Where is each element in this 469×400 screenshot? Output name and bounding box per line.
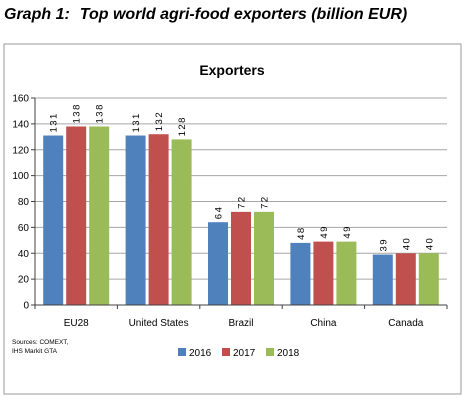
- y-tick-label: 160: [12, 94, 29, 105]
- data-label: 48: [296, 226, 307, 240]
- x-axis-ticks: EU28 United States Brazil China Canada: [34, 305, 448, 329]
- bars: [43, 126, 439, 306]
- y-tick-label: 120: [12, 145, 29, 156]
- data-label: 128: [177, 116, 188, 136]
- y-tick-label: 80: [18, 197, 30, 208]
- y-tick-label: 100: [12, 171, 29, 182]
- x-tick-label: Brazil: [228, 318, 253, 329]
- bar: [372, 254, 393, 305]
- y-tick-label: 0: [23, 301, 29, 312]
- x-tick-label: Canada: [388, 318, 423, 329]
- data-label: 132: [154, 111, 165, 131]
- source-line-1: Sources: COMEXT,: [12, 339, 69, 346]
- data-label: 40: [424, 237, 435, 251]
- bar: [89, 126, 110, 306]
- legend-swatch: [266, 348, 274, 356]
- legend-swatch: [222, 348, 230, 356]
- bar: [290, 242, 311, 305]
- legend-swatch: [178, 348, 186, 356]
- data-label: 131: [49, 112, 60, 132]
- bar: [395, 253, 416, 305]
- data-label: 64: [214, 206, 225, 220]
- y-tick-label: 40: [18, 249, 30, 260]
- legend-label: 2017: [233, 348, 256, 359]
- data-label: 49: [319, 225, 330, 239]
- x-tick-label: United States: [129, 318, 189, 329]
- bar: [148, 134, 169, 305]
- bar: [208, 222, 228, 305]
- caption-title: Top world agri-food exporters (billion E…: [79, 6, 408, 23]
- data-labels: 131 138 138 131 132 128 64 72 72 48 49 49 39 40 40: [49, 103, 436, 251]
- y-tick-label: 140: [12, 119, 29, 130]
- source-line-2: IHS Markit GTA: [12, 348, 58, 355]
- bar: [66, 126, 87, 306]
- x-tick-label: EU28: [64, 318, 89, 329]
- y-tick-label: 60: [18, 223, 30, 234]
- data-label: 131: [131, 112, 142, 132]
- data-label: 49: [342, 225, 353, 239]
- bar: [43, 135, 64, 305]
- data-label: 138: [72, 103, 83, 123]
- bar: [231, 211, 251, 305]
- y-axis-ticks: 0 20 40 60 80 100 120 140 160: [12, 94, 35, 312]
- bar: [336, 241, 357, 305]
- chart-title: Exporters: [199, 62, 265, 78]
- legend: 2016 2017 2018: [178, 348, 300, 359]
- bar: [254, 211, 274, 305]
- bar: [313, 241, 334, 305]
- data-label: 72: [237, 195, 248, 209]
- legend-label: 2018: [277, 348, 300, 359]
- data-label: 40: [401, 237, 412, 251]
- data-label: 72: [260, 195, 271, 209]
- bar: [171, 139, 192, 305]
- data-label: 39: [378, 238, 389, 252]
- data-label: 138: [95, 103, 106, 123]
- legend-label: 2016: [189, 348, 212, 359]
- chart-caption: Graph 1: Top world agri-food exporters (b…: [4, 6, 407, 24]
- bar: [418, 253, 439, 305]
- x-tick-label: China: [310, 318, 337, 329]
- bar: [125, 135, 146, 305]
- y-tick-label: 20: [18, 275, 30, 286]
- caption-number: Graph 1:: [4, 6, 70, 23]
